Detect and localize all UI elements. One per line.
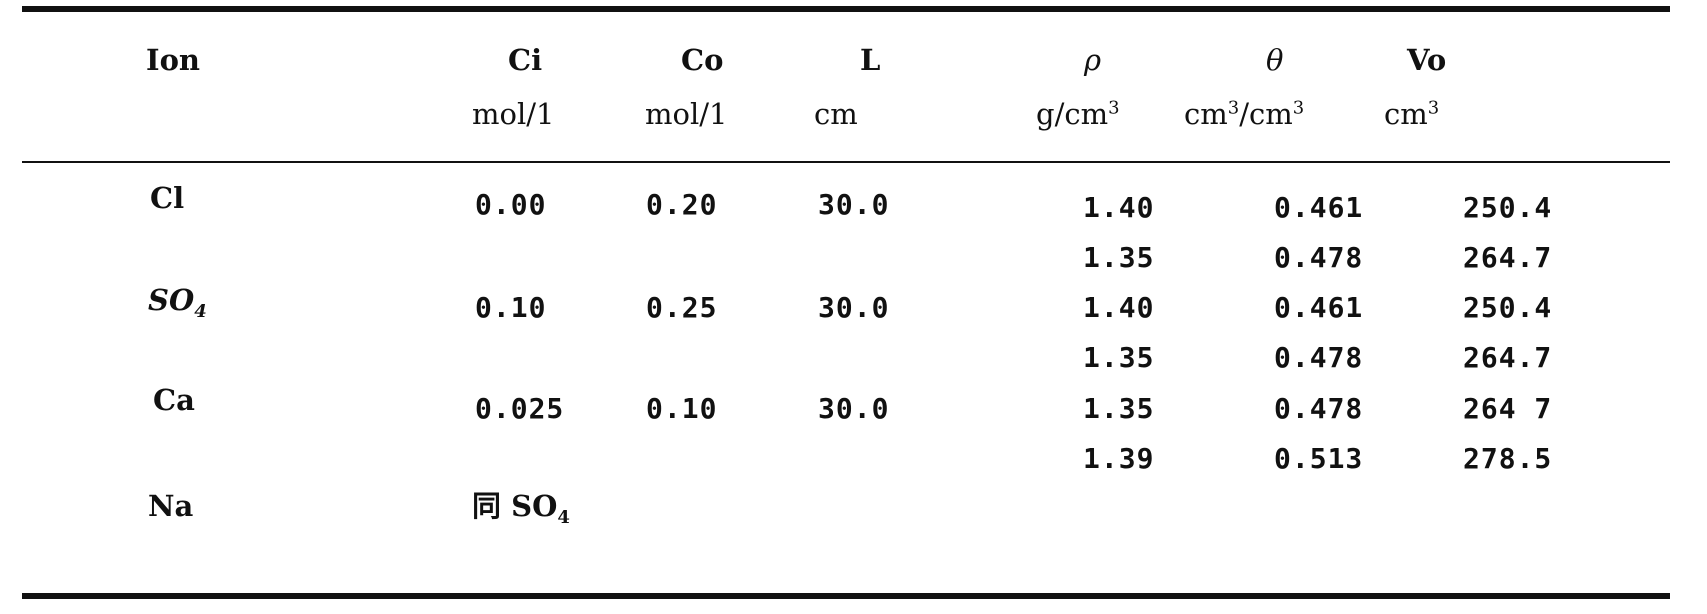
cell-ci: 0.025 (475, 392, 565, 425)
ion-label-ca: Ca (153, 383, 195, 417)
header-rho: ρ (1084, 43, 1102, 77)
cell-rho: 1.39 (1083, 442, 1155, 475)
ion-label-so4: SO4 (148, 283, 207, 322)
cell-theta: 0.461 (1274, 191, 1364, 224)
cell-vo: 278.5 (1463, 442, 1553, 475)
unit-rho: g/cm3 (1036, 97, 1120, 131)
cell-ci: 0.00 (475, 188, 547, 221)
header-co: Co (681, 43, 724, 77)
unit-vo: cm3 (1384, 97, 1440, 131)
cell-theta: 0.478 (1274, 341, 1364, 374)
cell-ci: 0.10 (475, 291, 547, 324)
cell-rho: 1.35 (1083, 392, 1155, 425)
cell-theta: 0.513 (1274, 442, 1364, 475)
header-vo: Vo (1407, 43, 1447, 77)
cell-vo: 264.7 (1463, 241, 1553, 274)
cell-rho: 1.40 (1083, 191, 1155, 224)
cell-theta: 0.478 (1274, 392, 1364, 425)
cell-rho: 1.35 (1083, 241, 1155, 274)
unit-ci: mol/1 (472, 97, 555, 131)
unit-co: mol/1 (645, 97, 728, 131)
cell-theta: 0.461 (1274, 291, 1364, 324)
cell-l: 30.0 (818, 392, 890, 425)
ion-label-na: Na (148, 489, 194, 523)
cell-co: 0.20 (646, 188, 718, 221)
header-ci: Ci (508, 43, 543, 77)
cell-vo: 264.7 (1463, 341, 1553, 374)
unit-l: cm (814, 97, 858, 131)
unit-theta: cm3/cm3 (1184, 97, 1305, 131)
cell-rho: 1.35 (1083, 341, 1155, 374)
header-rule (22, 161, 1670, 163)
cell-vo: 250.4 (1463, 291, 1553, 324)
cell-l: 30.0 (818, 188, 890, 221)
na-note: 同 SO4 (472, 489, 570, 528)
cell-theta: 0.478 (1274, 241, 1364, 274)
header-ion: Ion (146, 43, 200, 77)
cell-vo: 250.4 (1463, 191, 1553, 224)
cell-rho: 1.40 (1083, 291, 1155, 324)
bottom-rule (22, 593, 1670, 599)
header-theta: θ (1266, 43, 1284, 77)
cell-co: 0.10 (646, 392, 718, 425)
cell-co: 0.25 (646, 291, 718, 324)
ion-label-cl: Cl (150, 181, 185, 215)
cell-vo: 264 7 (1463, 392, 1553, 425)
header-l: L (860, 43, 881, 77)
top-rule (22, 6, 1670, 12)
cell-l: 30.0 (818, 291, 890, 324)
